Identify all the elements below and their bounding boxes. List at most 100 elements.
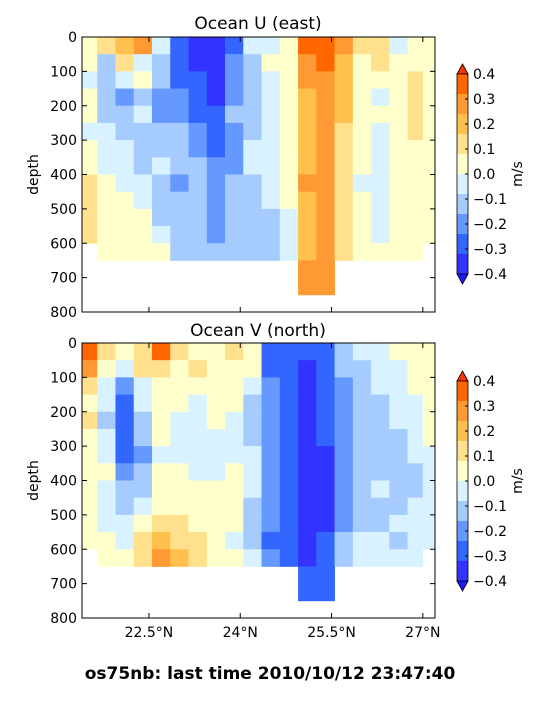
- heatmap-cell: [225, 37, 244, 55]
- heatmap-cell: [243, 446, 262, 464]
- heatmap-cell: [298, 54, 317, 72]
- heatmap-cell: [151, 463, 171, 481]
- colorbar-segment: [457, 154, 468, 175]
- heatmap-cell: [188, 71, 208, 89]
- heatmap-cell: [225, 394, 244, 413]
- heatmap-cell: [225, 377, 244, 395]
- colorbar-segment: [457, 94, 468, 115]
- heatmap-cell: [371, 480, 390, 499]
- heatmap-cell: [115, 122, 135, 141]
- heatmap-cell: [133, 377, 153, 395]
- heatmap-cell: [225, 71, 244, 89]
- heatmap-cell: [133, 480, 153, 499]
- heatmap-cell: [407, 480, 424, 499]
- y-tick-label: 300: [50, 133, 77, 149]
- colorbar-label: m/s: [510, 161, 526, 187]
- heatmap-cell: [389, 394, 409, 413]
- heatmap-cell: [206, 226, 226, 244]
- heatmap-cell: [151, 71, 171, 89]
- heatmap-cell: [97, 514, 116, 533]
- heatmap-cell: [371, 549, 390, 567]
- heatmap-cell: [298, 157, 317, 175]
- heatmap-cell: [188, 226, 208, 244]
- heatmap-cell: [82, 71, 98, 89]
- heatmap-cell: [170, 549, 189, 567]
- heatmap-cell: [389, 497, 409, 516]
- heatmap-cell: [298, 208, 317, 227]
- heatmap-cell: [298, 277, 317, 296]
- heatmap-cell: [422, 71, 436, 89]
- heatmap-cell: [279, 343, 299, 361]
- heatmap-cell: [261, 360, 281, 378]
- heatmap-cell: [371, 71, 390, 89]
- heatmap-cell: [133, 411, 153, 430]
- heatmap-cell: [206, 191, 226, 210]
- heatmap-cell: [352, 428, 372, 447]
- heatmap-cell: [115, 226, 135, 244]
- heatmap-cell: [82, 54, 98, 72]
- heatmap-cell: [97, 191, 116, 210]
- heatmap-cell: [133, 71, 153, 89]
- heatmap-cell: [389, 480, 409, 499]
- heatmap-cell: [407, 105, 424, 124]
- heatmap-cell: [279, 88, 299, 107]
- y-tick-label: 800: [50, 305, 77, 321]
- heatmap-cell: [279, 54, 299, 72]
- y-axis: 0 100 200 300 400 500 600 700 800: [50, 30, 435, 321]
- heatmap-cell: [206, 174, 226, 193]
- heatmap-cell: [279, 191, 299, 210]
- heatmap-cell: [389, 140, 409, 158]
- heatmap-cell: [279, 157, 299, 175]
- heatmap-cell: [422, 497, 436, 516]
- heatmap-cell: [352, 122, 372, 141]
- heatmap-cell: [243, 191, 262, 210]
- y-tick-label: 400: [50, 168, 77, 184]
- heatmap-cell: [206, 377, 226, 395]
- heatmap-cell: [82, 140, 98, 158]
- heatmap-cell: [243, 394, 262, 413]
- heatmap-cell: [170, 360, 189, 378]
- heatmap-cell: [316, 343, 335, 361]
- heatmap-cell: [422, 208, 436, 227]
- heatmap-cell: [261, 463, 281, 481]
- x-tick-label: 24°N: [223, 625, 258, 641]
- heatmap-cell: [133, 549, 153, 567]
- heatmap-cell: [133, 88, 153, 107]
- heatmap-cell: [97, 140, 116, 158]
- heatmap-cell: [261, 174, 281, 193]
- heatmap-cell: [188, 360, 208, 378]
- heatmap-cell: [298, 88, 317, 107]
- heatmap-cell: [225, 549, 244, 567]
- heatmap-cell: [243, 377, 262, 395]
- heatmap-cell: [206, 532, 226, 550]
- heatmap-cell: [422, 37, 436, 55]
- heatmap-cell: [279, 140, 299, 158]
- heatmap-cell: [225, 191, 244, 210]
- heatmap-cell: [188, 480, 208, 499]
- heatmap-cell: [334, 88, 354, 107]
- heatmap-cell: [316, 122, 335, 141]
- heatmap-cell: [298, 343, 317, 361]
- heatmap-cell: [371, 191, 390, 210]
- heatmap-cell: [389, 446, 409, 464]
- heatmap-cell: [133, 532, 153, 550]
- heatmap-cell: [97, 243, 116, 261]
- heatmap-cell: [371, 377, 390, 395]
- heatmap-cell: [334, 122, 354, 141]
- heatmap-cell: [352, 360, 372, 378]
- heatmap-cell: [151, 394, 171, 413]
- heatmap-cell: [151, 446, 171, 464]
- heatmap-cell: [97, 463, 116, 481]
- heatmap-cell: [261, 411, 281, 430]
- heatmap-cell: [371, 88, 390, 107]
- heatmap-cell: [279, 208, 299, 227]
- heatmap-cell: [334, 140, 354, 158]
- heatmap-cell: [188, 428, 208, 447]
- heatmap-cell: [133, 37, 153, 55]
- heatmap-cell: [188, 174, 208, 193]
- heatmap-cell: [389, 208, 409, 227]
- heatmap-cell: [133, 157, 153, 175]
- heatmap-cell: [206, 497, 226, 516]
- heatmap-cell: [407, 463, 424, 481]
- heatmap-cell: [243, 54, 262, 72]
